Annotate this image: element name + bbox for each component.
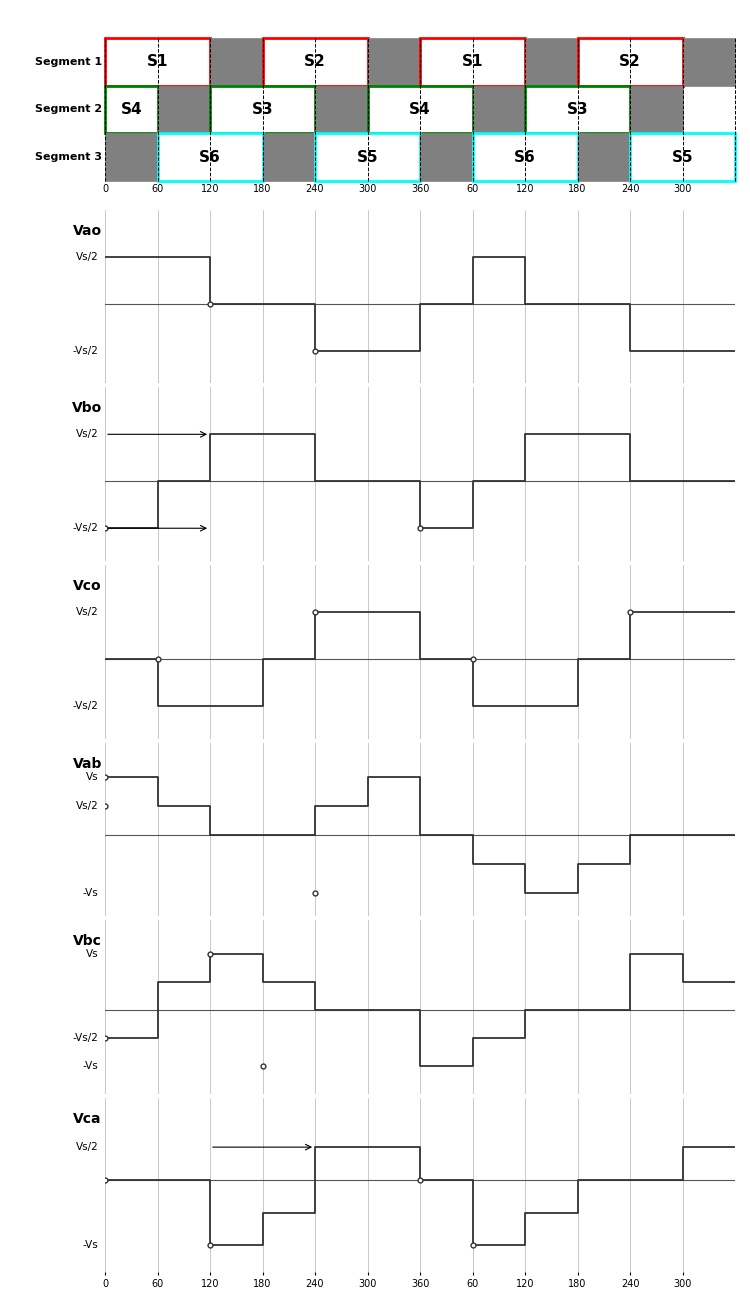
Text: S4: S4 [410, 102, 430, 116]
Text: S5: S5 [357, 150, 378, 164]
Text: Segment 1: Segment 1 [34, 57, 102, 67]
Text: Segment 3: Segment 3 [34, 152, 102, 162]
Text: Vco: Vco [74, 579, 102, 593]
Text: Vab: Vab [73, 757, 102, 770]
Bar [630, 133, 735, 181]
Text: S6: S6 [514, 150, 536, 164]
Bar [158, 133, 262, 181]
Bar [315, 133, 420, 181]
Bar [105, 133, 158, 181]
Text: Segment 2: Segment 2 [34, 105, 102, 115]
Bar [472, 85, 525, 133]
Bar [210, 37, 262, 85]
Text: -Vs/2: -Vs/2 [73, 1034, 99, 1043]
Text: S2: S2 [620, 54, 640, 70]
Bar [262, 133, 315, 181]
Text: Vca: Vca [74, 1112, 102, 1125]
Text: -Vs: -Vs [83, 1061, 99, 1071]
Text: Vs/2: Vs/2 [76, 607, 99, 618]
Text: -Vs/2: -Vs/2 [73, 700, 99, 711]
Bar [472, 133, 578, 181]
Text: S2: S2 [304, 54, 326, 70]
Text: -Vs/2: -Vs/2 [73, 523, 99, 534]
Bar [630, 85, 682, 133]
Text: Vbo: Vbo [71, 402, 102, 415]
Text: -Vs/2: -Vs/2 [73, 345, 99, 355]
Bar [105, 85, 158, 133]
Text: S1: S1 [147, 54, 168, 70]
Text: S1: S1 [462, 54, 483, 70]
Bar [682, 37, 735, 85]
Text: Vs: Vs [86, 773, 99, 783]
Text: Vs/2: Vs/2 [76, 801, 99, 811]
Text: Vs: Vs [86, 948, 99, 959]
Text: Vs/2: Vs/2 [76, 429, 99, 439]
Bar [315, 85, 368, 133]
Text: S3: S3 [252, 102, 273, 116]
Text: S4: S4 [121, 102, 142, 116]
Bar [420, 133, 472, 181]
Text: Vs/2: Vs/2 [76, 1142, 99, 1152]
Bar [578, 133, 630, 181]
Text: Vao: Vao [73, 224, 102, 238]
Bar [420, 37, 525, 85]
Bar [210, 85, 315, 133]
Text: -Vs: -Vs [83, 1240, 99, 1251]
Text: -Vs: -Vs [83, 888, 99, 898]
Bar [578, 37, 682, 85]
Bar [105, 37, 210, 85]
Text: Vs/2: Vs/2 [76, 252, 99, 262]
Bar [368, 37, 420, 85]
Text: Vbc: Vbc [73, 934, 102, 948]
Bar [525, 37, 578, 85]
Bar [262, 37, 368, 85]
Text: S6: S6 [200, 150, 220, 164]
Bar [158, 85, 210, 133]
Text: S3: S3 [567, 102, 588, 116]
Bar [368, 85, 472, 133]
Text: S5: S5 [672, 150, 693, 164]
Bar [525, 85, 630, 133]
